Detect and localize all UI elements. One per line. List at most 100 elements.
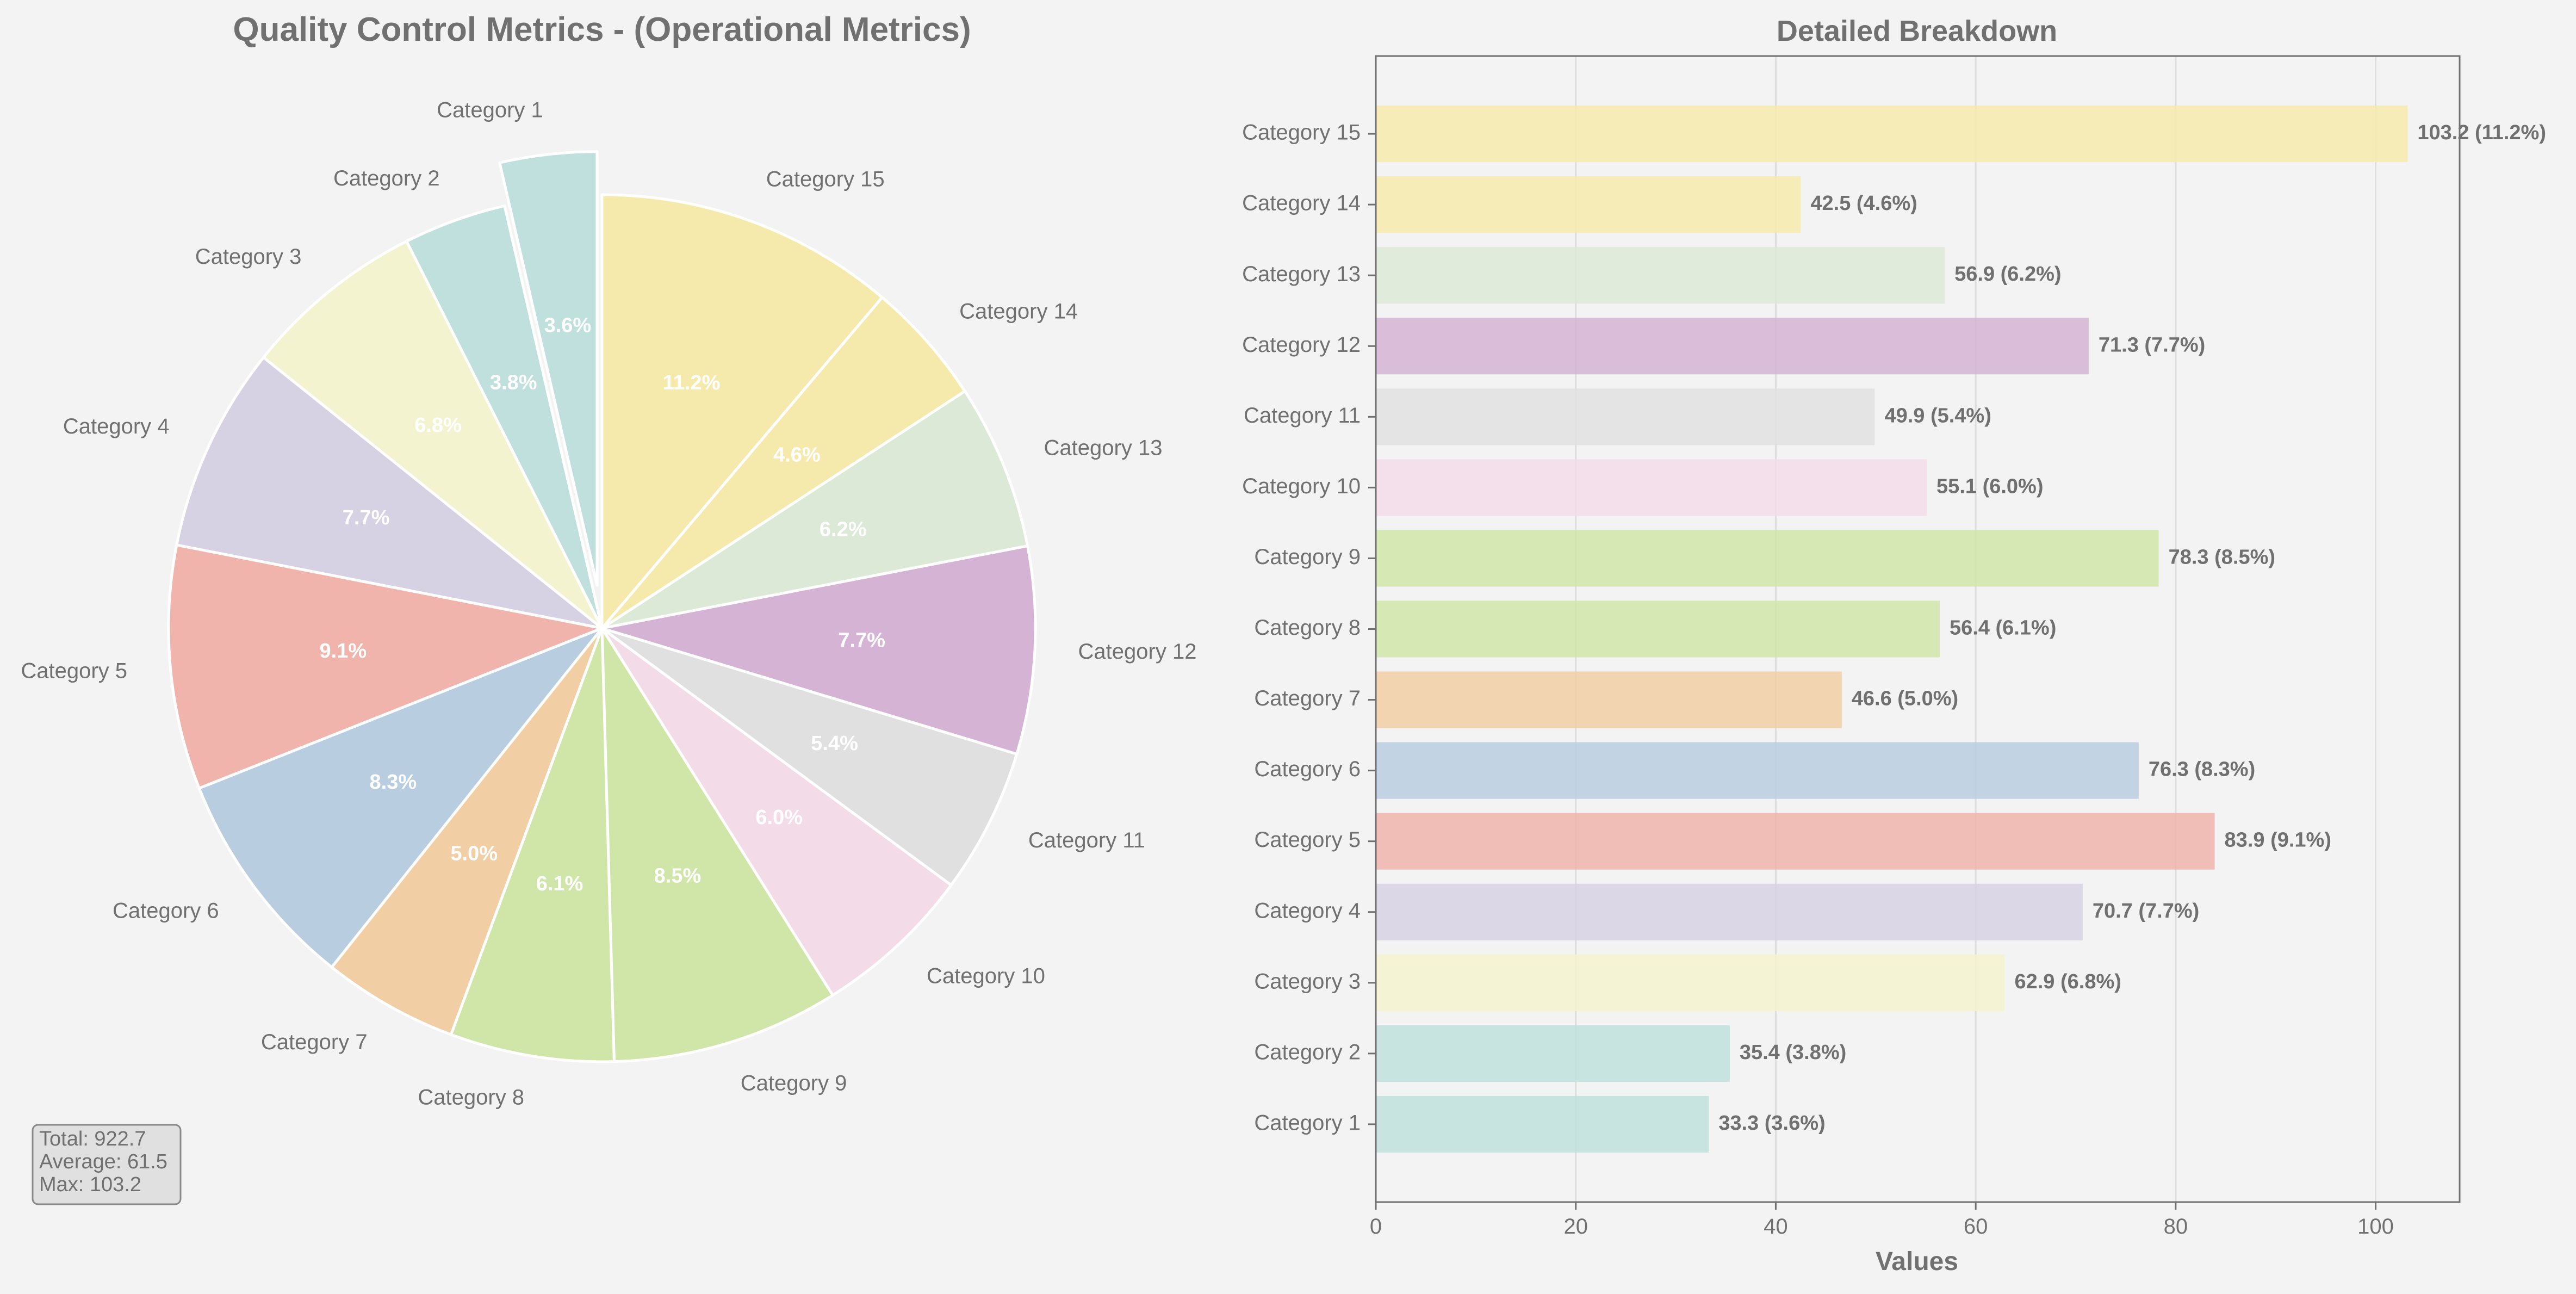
pie-category-label: Category 1 [437,98,543,122]
y-tick-label: Category 15 [1242,121,1361,145]
y-tick-label: Category 1 [1254,1111,1361,1135]
pie-percent-label: 7.7% [343,506,390,529]
bar-title: Detailed Breakdown [1777,15,2057,47]
bar-value-label: 78.3 (8.5%) [2169,546,2275,568]
pie-percent-label: 11.2% [663,372,721,394]
pie-percent-label: 4.6% [773,444,821,467]
bar-value-label: 76.3 (8.3%) [2149,758,2255,781]
bar [1376,600,1940,658]
bar-value-label: 56.4 (6.1%) [1950,617,2056,640]
bar-value-label: 56.9 (6.2%) [1954,263,2061,286]
pie-title: Quality Control Metrics - (Operational M… [233,11,971,48]
pie-category-label: Category 4 [63,414,170,438]
pie-slice [175,356,604,630]
bar [1376,671,1842,728]
pie-percent-label: 3.8% [490,371,537,394]
stats-box-frame [32,1124,182,1205]
bar [1376,1095,1709,1153]
y-tick-label: Category 8 [1254,616,1361,640]
pie-slice [600,627,953,997]
pie-slice [167,543,604,790]
y-tick-label: Category 9 [1254,545,1361,569]
bar [1376,318,2089,375]
y-tick-label: Category 5 [1254,828,1361,852]
pie-slice [600,627,834,1063]
y-tick-label: Category 7 [1254,686,1361,710]
y-tick-label: Category 10 [1242,474,1361,498]
x-tick-label: 100 [2357,1215,2394,1239]
bar-value-label: 46.6 (5.0%) [1852,688,1958,710]
pie-category-label: Category 11 [1028,828,1145,852]
pie-category-label: Category 13 [1044,436,1163,460]
bar-value-label: 83.9 (9.1%) [2225,829,2331,852]
pie-category-label: Category 14 [959,299,1078,323]
bar [1376,247,1945,304]
pie-percent-label: 3.6% [544,314,592,337]
pie-slice [600,193,884,630]
pie-category-label: Category 7 [261,1030,368,1054]
bar [1376,388,1875,445]
bar-value-label: 35.4 (3.8%) [1740,1041,1846,1064]
pie-percent-label: 9.1% [320,640,367,663]
pie-percent-label: 6.0% [755,806,803,829]
stats-box: Total: 922.7 Average: 61.5 Max: 103.2 [32,1124,182,1205]
pie-category-label: Category 5 [21,659,127,683]
x-tick-label: 60 [1964,1215,1988,1239]
bar [1376,742,2139,799]
bar [1376,813,2215,870]
bar [1376,954,2005,1011]
pie-slice [405,204,604,630]
bar-value-label: 55.1 (6.0%) [1936,475,2043,498]
pie-slice [330,627,604,1036]
pie-category-label: Category 9 [741,1071,847,1095]
pie-percent-label: 6.2% [820,518,867,541]
bar [1376,1025,1730,1082]
bar-chart: 33.3 (3.6%) Category 1 35.4 (3.8%) Category… [1242,55,2546,1239]
stats-max: Max: 103.2 [39,1173,141,1196]
bar-xlabel: Values [1876,1247,1958,1276]
y-tick-label: Category 13 [1242,262,1361,286]
x-tick-label: 0 [1370,1215,1382,1239]
pie-percent-label: 7.7% [838,629,885,652]
y-tick-label: Category 12 [1242,333,1361,357]
pie-slice [197,627,604,969]
bar [1376,530,2159,587]
pie-percent-label: 6.8% [414,414,462,437]
pie-slice [449,627,616,1063]
y-tick-label: Category 14 [1242,191,1361,215]
y-tick-label: Category 3 [1254,969,1361,993]
pie-category-label: Category 12 [1078,640,1197,664]
bar-value-label: 49.9 (5.4%) [1884,404,1991,427]
pie-category-label: Category 6 [113,899,219,923]
plot-frame [1375,55,2461,1203]
pie-percent-label: 6.1% [536,872,584,895]
bar-value-label: 42.5 (4.6%) [1810,192,1917,215]
pie-slice [498,150,599,587]
bar [1376,459,1927,516]
pie-category-label: Category 15 [766,167,885,191]
pie-category-label: Category 10 [927,964,1045,988]
pie-percent-label: 8.5% [654,865,702,888]
pie-slice [600,389,1029,630]
pie-slice [600,544,1037,756]
x-tick-label: 40 [1764,1215,1788,1239]
bar-value-label: 70.7 (7.7%) [2093,900,2199,922]
pie-percent-label: 8.3% [370,771,417,794]
bar [1376,883,2083,940]
stats-average: Average: 61.5 [39,1150,167,1173]
pie-percent-label: 5.0% [450,842,498,865]
y-tick-label: Category 6 [1254,757,1361,781]
pie-slice [600,296,966,630]
x-tick-label: 80 [2164,1215,2188,1239]
pie-slice [262,240,604,630]
x-tick-label: 20 [1563,1215,1588,1239]
y-tick-label: Category 2 [1254,1040,1361,1064]
y-tick-label: Category 11 [1244,404,1361,428]
bar [1376,106,2408,163]
y-tick-label: Category 4 [1254,899,1361,922]
pie-slice [600,627,1019,887]
pie-category-label: Category 8 [418,1086,524,1110]
bar-value-label: 62.9 (6.8%) [2014,970,2121,993]
bar-value-label: 71.3 (7.7%) [2099,333,2205,356]
